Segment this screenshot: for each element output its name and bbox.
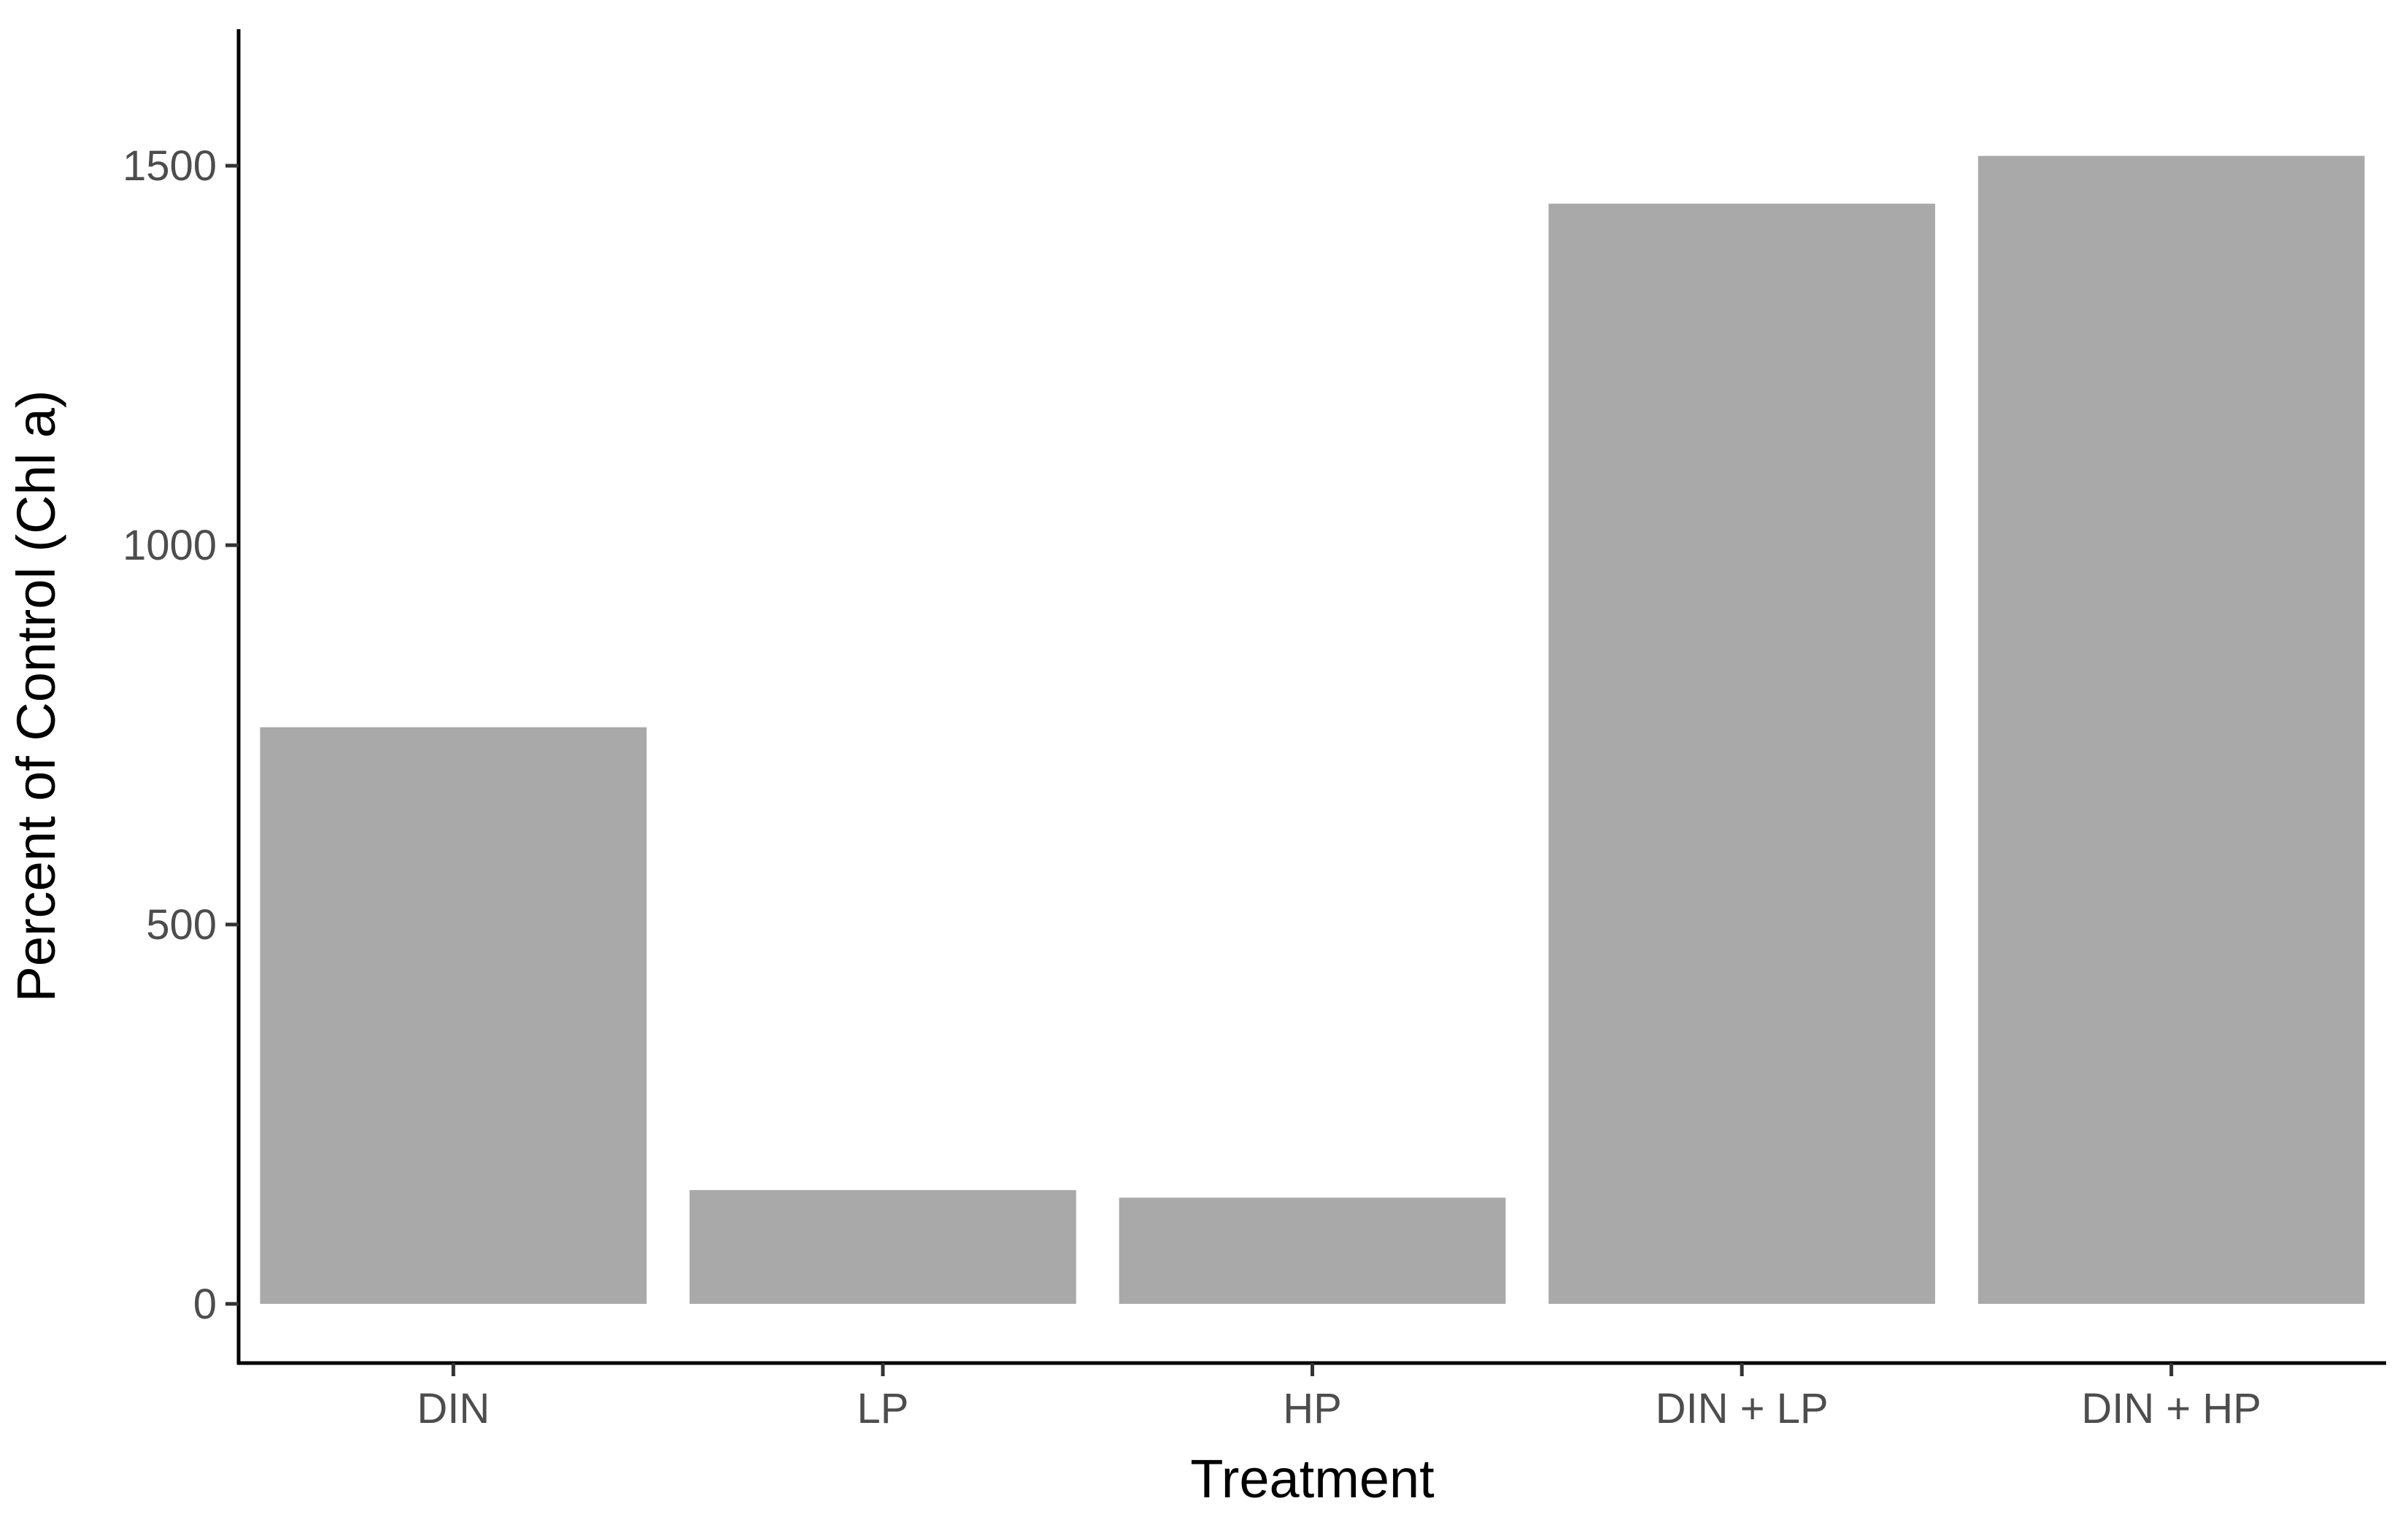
x-tick-label: HP <box>1283 1385 1342 1432</box>
y-ticks: 0 500 1000 1500 <box>123 142 239 1328</box>
bar-lp <box>690 1189 1076 1304</box>
bar-din <box>260 727 647 1304</box>
bar-din-lp <box>1548 204 1935 1304</box>
y-tick-label: 500 <box>146 901 217 949</box>
x-tick-label: DIN <box>417 1385 490 1432</box>
bar-din-hp <box>1977 155 2365 1304</box>
x-tick-label: DIN + HP <box>2081 1385 2261 1432</box>
y-tick-label: 1500 <box>123 142 217 190</box>
y-tick-label: 0 <box>193 1281 217 1328</box>
bars-layer <box>260 155 2365 1304</box>
x-tick-label: LP <box>857 1385 908 1432</box>
y-axis-title: Percent of Control (Chl a) <box>6 390 66 1002</box>
x-tick-label: DIN + LP <box>1656 1385 1829 1432</box>
y-tick-label: 1000 <box>123 522 217 569</box>
x-axis-title: Treatment <box>1190 1448 1435 1509</box>
bar-hp <box>1119 1197 1506 1304</box>
x-ticks: DIN LP HP DIN + LP DIN + HP <box>417 1363 2261 1432</box>
